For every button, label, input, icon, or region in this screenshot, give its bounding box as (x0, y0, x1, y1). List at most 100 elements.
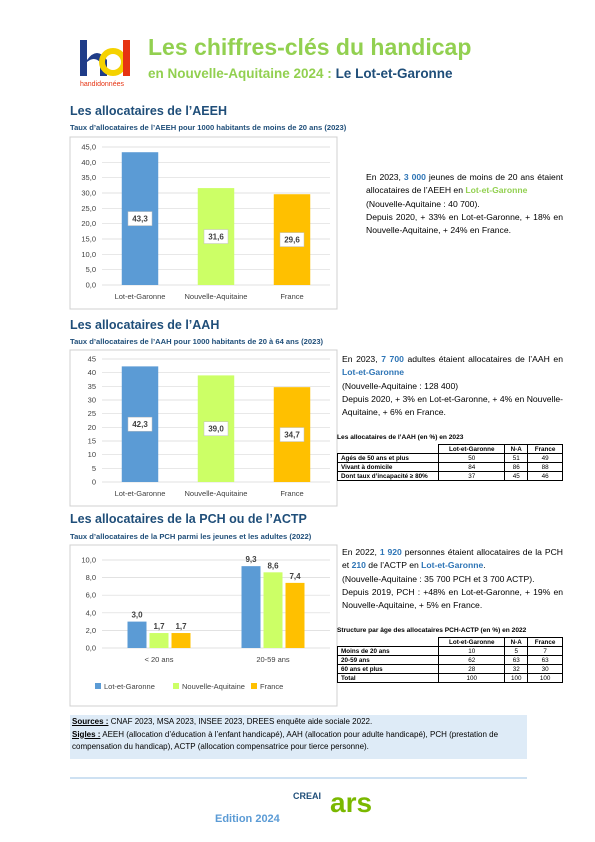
value-label: 42,3 (132, 420, 148, 429)
table-row: Vivant à domicile 84 86 88 (336, 462, 563, 472)
bar (171, 633, 191, 648)
value-label: 1,7 (153, 622, 165, 631)
value-label-box (127, 211, 153, 226)
column-header: N-A (504, 444, 529, 454)
table-title: Les allocataires de l’AAH (en %) en 2023 (337, 434, 464, 441)
y-tick-label: 15 (88, 437, 96, 446)
text: AEEH (allocation d’éducation à l’enfant … (72, 729, 499, 752)
cell: 7 (527, 646, 563, 656)
cell: 30 (527, 664, 563, 674)
text: (Nouvelle-Aquitaine : 40 700). (366, 198, 480, 209)
x-tick-label: France (280, 489, 303, 498)
y-tick-label: 30 (88, 396, 96, 405)
row-label: Dont taux d’incapacité ≥ 80% (336, 471, 440, 481)
table-row: Total 100 100 100 (336, 673, 563, 683)
y-tick-label: 40 (88, 368, 96, 377)
y-tick-label: 6,0 (86, 591, 96, 600)
row-label: Agés de 50 ans et plus (336, 453, 440, 463)
row-label: Total (336, 673, 440, 683)
legend-swatch (95, 683, 101, 689)
table-block: Les allocataires de l’AAH (en %) en 2023… (336, 434, 563, 481)
value-label: 8,6 (267, 561, 279, 570)
y-tick-label: 20,0 (81, 219, 96, 228)
y-tick-label: 45,0 (81, 143, 96, 152)
cell: 63 (527, 655, 563, 665)
chart-frame (69, 136, 338, 310)
logo (80, 40, 130, 76)
column-header: N-A (504, 637, 529, 647)
text: 7 700 (381, 354, 404, 364)
cell: 10 (438, 646, 506, 656)
value-label: 7,4 (289, 572, 301, 581)
text: Depuis 2020, + 3% en Lot-et-Garonne, + 4… (342, 393, 563, 418)
edition: Edition 2024 (215, 813, 281, 825)
value-label-box (127, 416, 153, 432)
value-label: 39,0 (208, 425, 224, 434)
cell: 63 (504, 655, 529, 665)
label: Sigles : (72, 729, 101, 739)
logo-creai: CREAI (293, 791, 321, 801)
x-tick-label: < 20 ans (145, 655, 174, 664)
subtitle: en Nouvelle-Aquitaine 2024 : Le Lot-et-G… (148, 66, 453, 81)
y-tick-label: 45 (88, 355, 96, 364)
text: . (483, 560, 486, 571)
text: 210 (351, 560, 366, 571)
chart-title: Taux d’allocataires de l’AAH pour 1000 h… (70, 337, 324, 346)
x-tick-label: Lot-et-Garonne (115, 489, 166, 498)
text: (Nouvelle-Aquitaine : 128 400) (342, 380, 459, 391)
label: Sources : (72, 717, 109, 726)
cell: 88 (527, 462, 563, 472)
y-tick-label: 25,0 (81, 204, 96, 213)
y-tick-label: 8,0 (86, 573, 96, 582)
text: Depuis 2019, PCH : +48% en Lot-et-Garonn… (342, 586, 563, 611)
bar (149, 633, 169, 648)
cell: 5 (504, 646, 529, 656)
cell: 28 (438, 664, 506, 674)
value-label: 1,7 (175, 622, 187, 631)
value-label-box (203, 421, 229, 436)
value-label: 3,0 (131, 611, 143, 620)
table-block: Structure par âge des allocataires PCH-A… (336, 627, 563, 683)
chart-frame (69, 544, 338, 707)
y-tick-label: 0 (92, 478, 96, 487)
table-row: 20-59 ans 62 63 63 (336, 655, 563, 665)
corner-cell (337, 444, 440, 454)
y-tick-label: 10,0 (81, 556, 96, 565)
row-label: 20-59 ans (336, 655, 440, 665)
paragraph: En 2022, 1 920 personnes étaient allocat… (342, 546, 563, 612)
chart-frame (69, 349, 338, 507)
column-header: Lot-et-Garonne (438, 637, 506, 647)
y-tick-label: 30,0 (81, 189, 96, 198)
table-row: Dont taux d’incapacité ≥ 80% 37 45 46 (336, 471, 563, 481)
y-tick-label: 5 (92, 464, 96, 473)
y-tick-label: 0,0 (86, 644, 96, 653)
subtitle-place: Le Lot-et-Garonne (335, 66, 453, 81)
column-header: France (527, 637, 563, 647)
text: CNAF 2023, MSA 2023, INSEE 2023, DREES e… (108, 717, 373, 726)
y-tick-label: 15,0 (81, 235, 96, 244)
text: Depuis 2020, + 33% en Lot-et-Garonne, + … (366, 211, 563, 236)
chart-title: Taux d’allocataires de la PCH parmi les … (70, 532, 312, 541)
cell: 50 (438, 453, 506, 463)
table: Lot-et-Garonne N-A France Agés de 50 ans et… (336, 444, 563, 481)
table-row: Agés de 50 ans et plus 50 51 49 (336, 453, 563, 463)
y-tick-label: 5,0 (86, 265, 96, 274)
table-title: Structure par âge des allocataires PCH-A… (337, 627, 527, 634)
y-tick-label: 35,0 (81, 173, 96, 182)
title: Les chiffres-clés du handicap (148, 34, 472, 60)
value-label: 31,6 (208, 233, 224, 242)
cell: 100 (504, 673, 529, 683)
footer-box (70, 715, 527, 759)
text: personnes étaient allocataires de la PCH… (342, 547, 563, 571)
text: Lot-et-Garonne (342, 367, 405, 378)
value-label: 29,6 (284, 236, 300, 245)
cell: 62 (438, 655, 506, 665)
corner-cell (337, 637, 440, 647)
value-label: 43,3 (132, 215, 148, 224)
footer-text: Sources : CNAF 2023, MSA 2023, INSEE 202… (72, 716, 525, 754)
y-tick-label: 4,0 (86, 608, 96, 617)
logo-text: handidonnées (80, 81, 124, 88)
y-tick-label: 10,0 (81, 250, 96, 259)
column-header: France (527, 444, 563, 454)
value-label-box (203, 229, 229, 244)
